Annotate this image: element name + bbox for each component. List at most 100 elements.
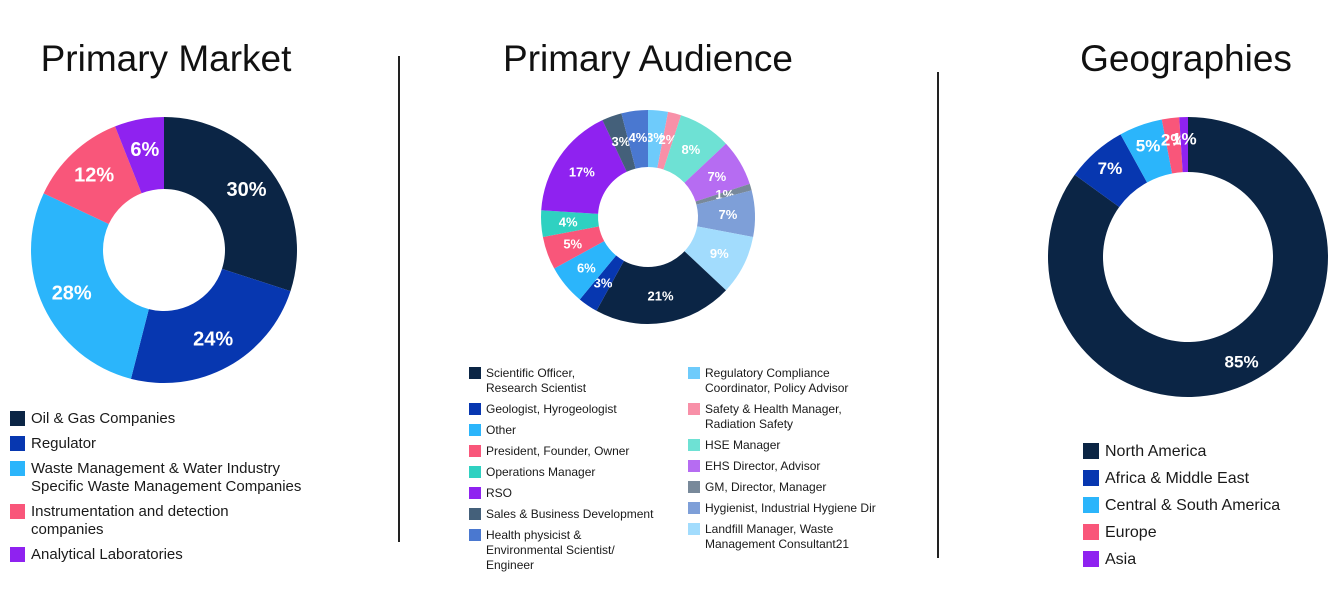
data-label-instrumentation-and-detection-companies: 12% — [74, 165, 114, 187]
legend-item-hse-manager: HSE Manager — [688, 438, 888, 453]
data-label-sales-business-development: 3% — [612, 134, 631, 149]
legend-label: Operations Manager — [486, 465, 596, 479]
slice-gm-director-manager — [695, 183, 752, 205]
legend-swatch — [469, 367, 481, 379]
slice-europe — [1161, 117, 1183, 174]
primary-market-title: Primary Market — [40, 38, 292, 79]
slice-waste-management-water-industry-specific-waste-management-companies — [30, 193, 149, 379]
legend-label: Safety & Health Manager, Radiation Safet… — [705, 402, 842, 431]
data-label-ehs-director-advisor: 7% — [707, 169, 726, 184]
legend-label: Oil & Gas Companies — [31, 410, 176, 427]
slice-central-south-america — [1120, 119, 1173, 183]
data-label-central-south-america: 5% — [1136, 136, 1161, 155]
legend-swatch — [469, 487, 481, 499]
data-label-operations-manager: 4% — [559, 215, 578, 230]
legend-item-regulatory-compliance-coordinator-policy-advisor: Regulatory Compliance Coordinator, Polic… — [688, 366, 888, 396]
legend-item-africa-middle-east: Africa & Middle East — [1083, 469, 1323, 488]
legend-label: Sales & Business Development — [486, 507, 654, 521]
legend-swatch — [469, 466, 481, 478]
legend-label: GM, Director, Manager — [705, 480, 827, 494]
data-label-geologist-hyrogeologist: 3% — [594, 276, 613, 291]
geographies-donut: 85% 7% 5% 2%1% — [1047, 117, 1328, 397]
slice-oil-gas-companies — [164, 117, 297, 292]
primary-audience-legend-left: Scientific Officer, Research Scientist Ge… — [469, 366, 669, 579]
divider-left — [398, 56, 400, 542]
slice-rso — [541, 120, 627, 214]
legend-swatch — [469, 508, 481, 520]
data-label-hse-manager: 8% — [681, 142, 700, 157]
legend-label: North America — [1105, 443, 1207, 460]
data-label-regulatory-compliance-coordinator-policy-advisor: 3% — [646, 130, 665, 145]
legend-swatch — [1083, 551, 1099, 567]
legend-item-north-america: North America — [1083, 442, 1323, 461]
geographies-legend: North America Africa & Middle East Central… — [1083, 442, 1323, 577]
legend-item-other: Other — [469, 423, 669, 438]
legend-swatch — [688, 523, 700, 535]
data-label-europe: 2% — [1161, 130, 1186, 149]
legend-swatch — [1083, 524, 1099, 540]
slice-asia — [1179, 117, 1188, 173]
legend-label: RSO — [486, 486, 513, 500]
legend-swatch — [688, 403, 700, 415]
legend-item-geologist-hyrogeologist: Geologist, Hyrogeologist — [469, 402, 669, 417]
geographies-title: Geographies — [1080, 38, 1292, 79]
legend-label: HSE Manager — [705, 438, 781, 452]
legend-label: Regulatory Compliance Coordinator, Polic… — [705, 366, 849, 395]
data-label-africa-middle-east: 7% — [1098, 159, 1123, 178]
legend-item-central-south-america: Central & South America — [1083, 496, 1323, 515]
legend-swatch — [688, 460, 700, 472]
legend-swatch — [10, 436, 25, 451]
legend-label: Waste Management & Water Industry Specif… — [31, 460, 302, 495]
legend-item-health-physicist-environmental-scientist-engineer: Health physicist & Environmental Scienti… — [469, 528, 669, 573]
legend-item-scientific-officer-research-scientist: Scientific Officer, Research Scientist — [469, 366, 669, 396]
legend-swatch — [1083, 497, 1099, 513]
legend-label: Health physicist & Environmental Scienti… — [486, 528, 615, 572]
data-label-oil-gas-companies: 30% — [227, 179, 267, 201]
slice-operations-manager — [541, 210, 599, 238]
data-label-north-america: 85% — [1225, 353, 1259, 372]
slice-safety-health-manager-radiation-safety — [657, 111, 682, 170]
slice-africa-middle-east — [1074, 134, 1148, 208]
legend-label: EHS Director, Advisor — [705, 459, 821, 473]
slice-hse-manager — [663, 115, 726, 183]
data-label-health-physicist-environmental-scientist-engineer: 4% — [629, 130, 648, 145]
legend-item-president-founder-owner: President, Founder, Owner — [469, 444, 669, 459]
legend-item-hygienist-industrial-hygiene-dir: Hygienist, Industrial Hygiene Dir — [688, 501, 888, 516]
legend-item-ehs-director-advisor: EHS Director, Advisor — [688, 459, 888, 474]
data-label-landfill-manager-waste-management-consultant21: 9% — [710, 246, 729, 261]
legend-swatch — [688, 439, 700, 451]
data-label-regulator: 24% — [193, 328, 233, 350]
primary-audience-title: Primary Audience — [503, 38, 793, 79]
primary-market-donut: 30% 24% 28% 12% 6% — [30, 117, 297, 383]
legend-label: Analytical Laboratories — [31, 546, 183, 563]
legend-item-landfill-manager-waste-management-consultant21: Landfill Manager, Waste Management Consu… — [688, 522, 888, 552]
slice-regulator — [130, 268, 291, 383]
data-label-other: 6% — [577, 260, 596, 275]
primary-audience-donut: 3%2%8%7%1%7%9%21%3%6%5%4%17%3%4% — [541, 110, 755, 324]
data-label-analytical-laboratories: 6% — [130, 139, 159, 161]
slice-scientific-officer-research-scientist — [596, 251, 726, 324]
legend-label: Europe — [1105, 524, 1157, 541]
legend-label: Central & South America — [1105, 497, 1281, 514]
legend-swatch — [688, 502, 700, 514]
legend-label: Africa & Middle East — [1105, 470, 1250, 487]
legend-swatch — [10, 461, 25, 476]
legend-label: Geologist, Hyrogeologist — [486, 402, 617, 416]
legend-label: Asia — [1105, 551, 1137, 568]
slice-ehs-director-advisor — [684, 143, 750, 202]
slice-regulatory-compliance-coordinator-policy-advisor — [648, 110, 669, 168]
legend-item-safety-health-manager-radiation-safety: Safety & Health Manager, Radiation Safet… — [688, 402, 888, 432]
slice-analytical-laboratories — [115, 117, 164, 194]
slice-landfill-manager-waste-management-consultant21 — [684, 226, 754, 291]
slice-president-founder-owner — [542, 226, 605, 269]
slice-instrumentation-and-detection-companies — [43, 126, 142, 225]
legend-item-analytical-laboratories: Analytical Laboratories — [10, 546, 340, 564]
legend-label: Other — [486, 423, 517, 437]
legend-label: President, Founder, Owner — [486, 444, 630, 458]
legend-item-asia: Asia — [1083, 550, 1323, 569]
legend-item-sales-business-development: Sales & Business Development — [469, 507, 669, 522]
legend-swatch — [469, 445, 481, 457]
legend-swatch — [469, 424, 481, 436]
primary-market-legend: Oil & Gas Companies Regulator Waste Manage… — [10, 410, 340, 571]
slice-north-america — [1047, 117, 1328, 397]
